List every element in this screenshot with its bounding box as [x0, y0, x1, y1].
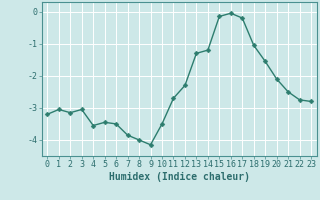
X-axis label: Humidex (Indice chaleur): Humidex (Indice chaleur) — [109, 172, 250, 182]
